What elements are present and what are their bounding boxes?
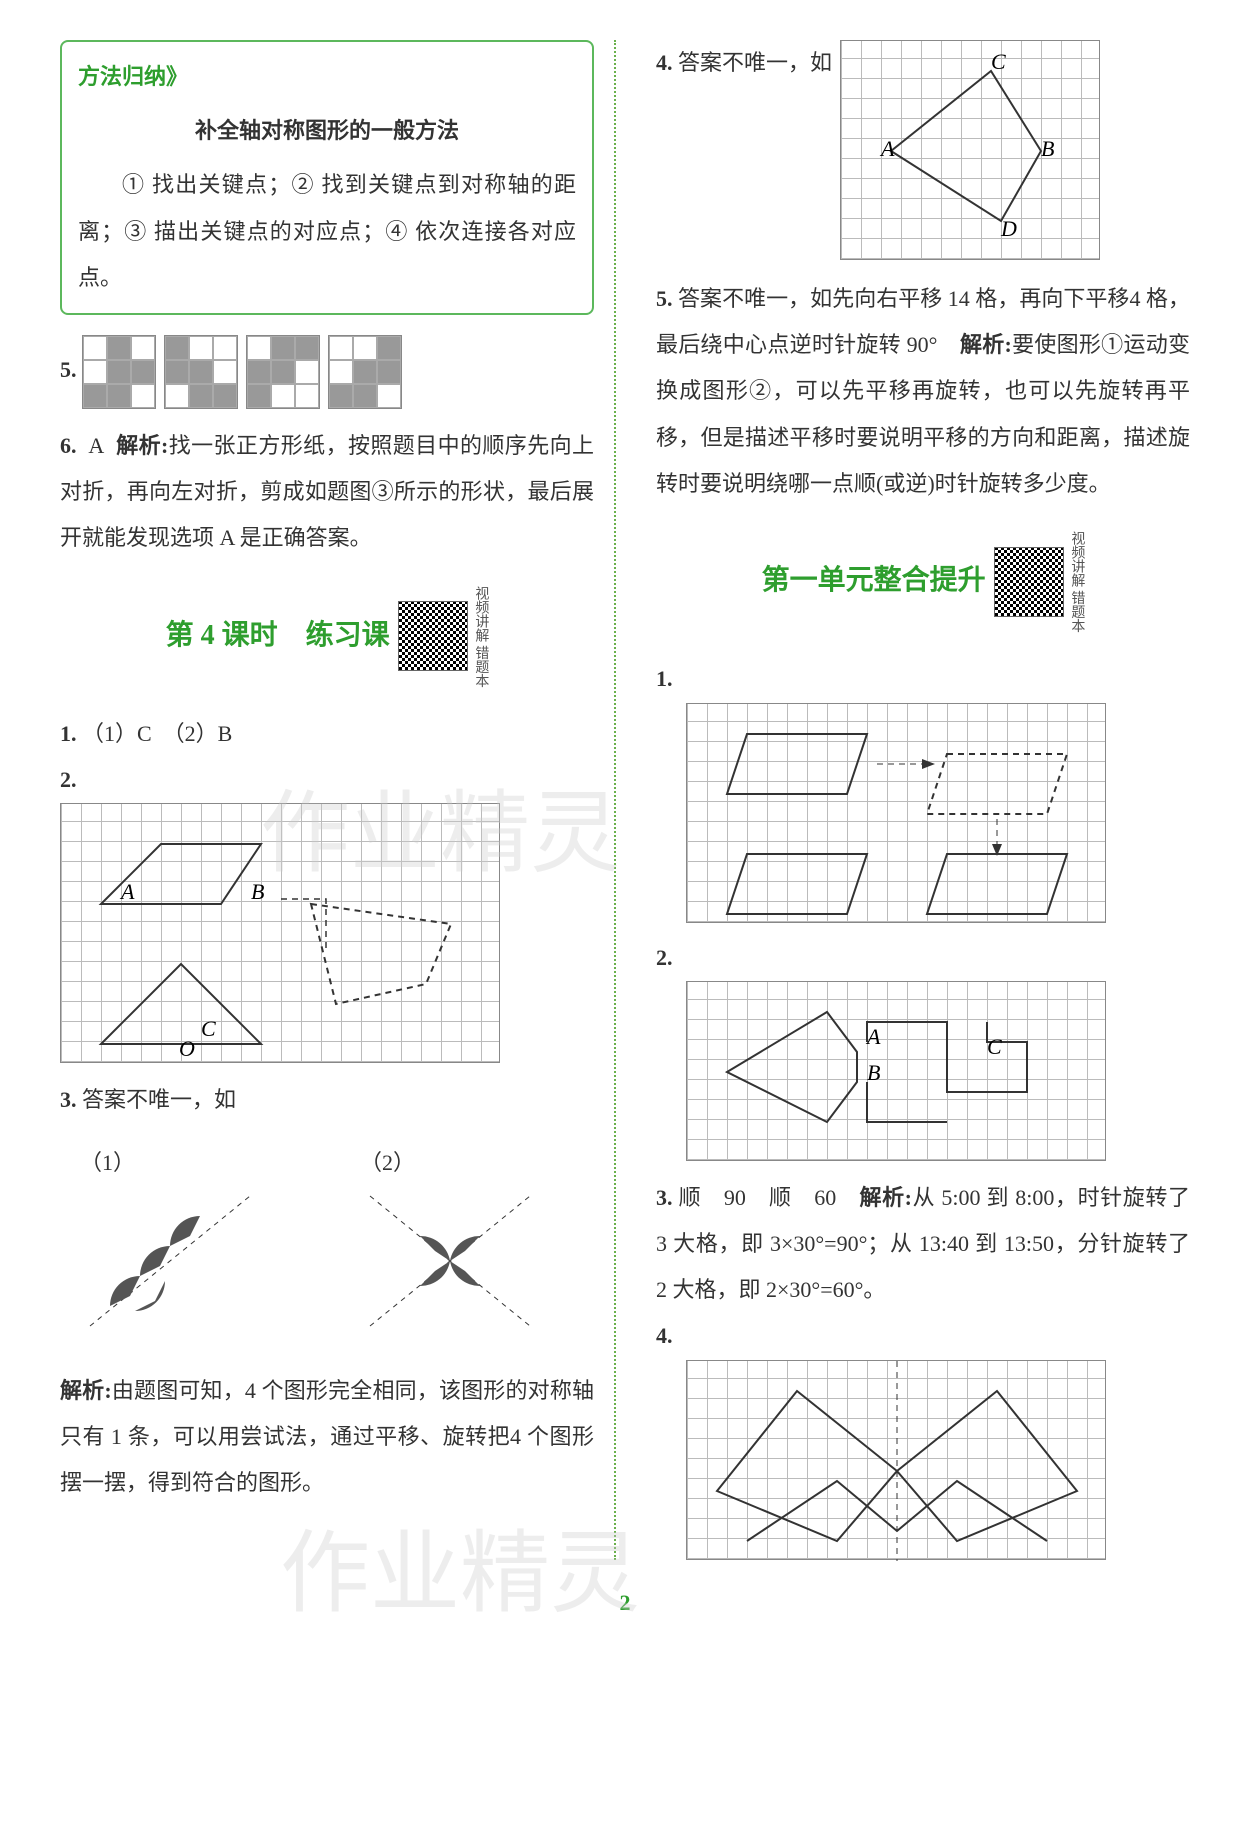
s4-q2-label: 2. [60,767,77,792]
u-q3-label: 3. [656,1185,673,1210]
r-q4-text: 答案不唯一，如 [678,50,832,75]
s4-q2-figure: A B CO [60,803,500,1063]
unit-heading: 第一单元整合提升 视频讲解 错题本 [656,531,1190,633]
u-q1-figure [686,703,1106,923]
mini-grid [82,335,156,409]
mini-grid [246,335,320,409]
s4-q3-figures: （1） （2） [80,1140,594,1352]
method-subtitle: 补全轴对称图形的一般方法 [78,108,576,154]
svg-text:B: B [867,1060,880,1085]
r-q5-label: 5. [656,286,673,311]
s4-q3-analysis-text: 由题图可知，4 个图形完全相同，该图形的对称轴只有 1 条，可以用尝试法，通过平… [60,1378,594,1495]
svg-text:C: C [991,49,1006,74]
svg-text:C: C [987,1034,1002,1059]
qr-icon [398,601,468,671]
qr-label-2: 视频讲解 错题本 [1068,531,1085,633]
q5-row: 5. [60,335,594,409]
s4-q3-sub1: （1） [80,1150,135,1175]
s4-q3-label: 3. [60,1087,77,1112]
u-q1-label: 1. [656,666,673,691]
u-q2-label: 2. [656,945,673,970]
qr-block: 视频讲解 错题本 [398,586,489,688]
page-columns: 方法归纳》 补全轴对称图形的一般方法 ① 找出关键点；② 找到关键点到对称轴的距… [60,40,1190,1560]
svg-text:A: A [119,879,135,904]
u-q4-figure [686,1360,1106,1560]
q5-label: 5. [60,357,77,382]
r-q4-figure: A B C D [840,40,1100,260]
s4-q3-analysis: 解析:由题图可知，4 个图形完全相同，该图形的对称轴只有 1 条，可以用尝试法，… [60,1368,594,1507]
section4-title: 第 4 课时 练习课 [166,607,390,666]
right-column: 4. 答案不唯一，如 AB CD 5. 答案不唯一，如先向右平移 14 格，再向… [646,40,1190,1560]
s4-q3-sub2: （2） [360,1150,415,1175]
s4-q1: 1. （1）C （2）B [60,711,594,757]
svg-text:A: A [879,136,895,161]
u-q1: 1. [656,656,1190,702]
mini-grid [328,335,402,409]
left-column: 方法归纳》 补全轴对称图形的一般方法 ① 找出关键点；② 找到关键点到对称轴的距… [60,40,616,1560]
qr-label: 视频讲解 错题本 [472,586,489,688]
q6-ans: A [88,433,104,458]
s4-q3-fig1: （1） [80,1140,280,1352]
method-title: 方法归纳》 [78,54,576,100]
s4-q3-text: 答案不唯一，如 [82,1087,236,1112]
r-q4-label: 4. [656,50,673,75]
s4-q3-fig2: （2） [360,1140,560,1352]
r-q5-analysis-label: 解析: [960,332,1012,357]
svg-text:A: A [865,1024,881,1049]
s4-q3-analysis-label: 解析: [60,1378,112,1403]
method-box: 方法归纳》 补全轴对称图形的一般方法 ① 找出关键点；② 找到关键点到对称轴的距… [60,40,594,315]
u-q3-ans: 顺 90 顺 60 [679,1185,837,1210]
svg-text:B: B [251,879,264,904]
u-q2-figure: AB C [686,981,1106,1161]
s4-q2-svg: A B CO [61,804,501,1064]
svg-text:O: O [179,1036,195,1061]
s4-q3: 3. 答案不唯一，如 [60,1077,594,1123]
svg-text:C: C [201,1016,216,1041]
qr-icon-2 [994,547,1064,617]
r-q4: 4. 答案不唯一，如 A B C D [656,40,1190,260]
s4-q1-text: （1）C （2）B [82,721,232,746]
s4-q2: 2. [60,757,594,803]
svg-text:B: B [1041,136,1054,161]
s4-q1-label: 1. [60,721,77,746]
q6-label: 6. [60,433,77,458]
qr-block-2: 视频讲解 错题本 [994,531,1085,633]
section4-heading: 第 4 课时 练习课 视频讲解 错题本 [60,586,594,688]
svg-text:D: D [1000,216,1017,241]
u-q4: 4. [656,1313,1190,1359]
mini-grid [164,335,238,409]
method-body: ① 找出关键点；② 找到关键点到对称轴的距离；③ 描出关键点的对应点；④ 依次连… [78,162,576,301]
u-q3-analysis-label: 解析: [859,1185,912,1210]
u-q2: 2. [656,935,1190,981]
q6-analysis-label: 解析: [116,433,168,458]
r-q5: 5. 答案不唯一，如先向右平移 14 格，再向下平移4 格，最后绕中心点逆时针旋… [656,276,1190,507]
page-number: 2 [60,1580,1190,1626]
u-q3: 3. 顺 90 顺 60 解析:从 5:00 到 8:00，时针旋转了 3 大格… [656,1175,1190,1314]
unit-title: 第一单元整合提升 [762,552,986,611]
q6-block: 6. A 解析:找一张正方形纸，按照题目中的顺序先向上对折，再向左对折，剪成如题… [60,423,594,562]
u-q4-label: 4. [656,1323,673,1348]
